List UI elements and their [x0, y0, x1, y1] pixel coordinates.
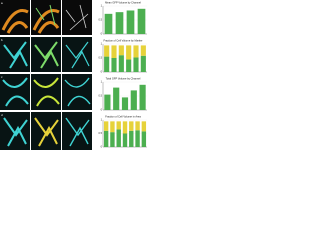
bar: [139, 84, 146, 110]
y-tick-label: 1: [101, 43, 103, 46]
bar-segment: [133, 45, 139, 58]
figure: a b c d Mean GFP Volume by Channel00.51F…: [0, 0, 147, 150]
bar-segment: [111, 45, 117, 58]
cell: [65, 41, 90, 69]
y-tick-label: 0.5: [99, 19, 103, 22]
cell: [34, 41, 59, 69]
bar-segment: [118, 55, 124, 72]
cell: [3, 41, 28, 69]
bar-segment: [103, 130, 109, 147]
chart-title: Total GFP Volume by Channel: [106, 77, 141, 81]
bar-segment: [122, 121, 128, 134]
bar: [130, 90, 137, 110]
bar-segment: [135, 121, 140, 131]
bar-segment: [135, 130, 140, 147]
image: [62, 0, 92, 35]
cell: [3, 117, 28, 147]
bar-segment: [126, 59, 132, 72]
bar-segment: [140, 55, 146, 72]
bar-segment: [126, 45, 132, 60]
y-tick-label: 0.5: [99, 132, 103, 135]
bar-segment: [141, 131, 147, 147]
bar: [126, 10, 135, 34]
bar: [104, 13, 113, 34]
y-tick-label: 1: [101, 119, 103, 122]
bar: [115, 12, 124, 34]
cell: [64, 77, 91, 107]
cell: [35, 4, 56, 26]
bar: [137, 8, 146, 35]
panel-label: b: [1, 38, 3, 42]
bar-segment: [118, 45, 124, 56]
chart-title: Fraction of Cell Volume by Marker: [103, 39, 142, 43]
bar-segment: [122, 133, 128, 147]
y-tick-label: 0.5: [99, 95, 103, 98]
bar-segment: [129, 130, 134, 147]
cell: [33, 77, 60, 107]
y-tick-label: 0.5: [99, 57, 103, 60]
cell: [65, 117, 90, 147]
panel-label: d: [1, 113, 3, 117]
y-tick-label: 0: [101, 109, 103, 112]
panel-label: a: [1, 1, 3, 5]
bar: [104, 94, 111, 110]
bar-segment: [104, 45, 110, 57]
cell: [34, 117, 59, 147]
bar: [121, 97, 129, 110]
micrographs: [0, 0, 92, 150]
chart-title: Fraction of Cell Volume in Area: [105, 115, 141, 119]
bar-segment: [129, 121, 134, 131]
bar-segment: [104, 56, 110, 72]
panel-label: c: [1, 75, 3, 79]
bar: [113, 87, 120, 110]
bar-segment: [111, 58, 117, 72]
bar-segment: [110, 121, 115, 133]
y-tick-label: 1: [101, 81, 103, 84]
cell: [32, 9, 60, 34]
bar-segment: [133, 57, 139, 72]
cell: [1, 9, 29, 34]
y-tick-label: 0: [101, 71, 103, 74]
y-tick-label: 0: [101, 33, 103, 36]
y-tick-label: 1: [101, 5, 103, 8]
bar-segment: [140, 45, 146, 56]
cell: [65, 4, 89, 31]
y-tick-label: 0: [101, 146, 103, 149]
bar-segment: [116, 121, 121, 130]
bar-segment: [110, 132, 115, 147]
cell: [2, 77, 29, 107]
bar-segment: [103, 121, 109, 131]
bar-segment: [116, 129, 121, 147]
chart-title: Mean GFP Volume by Channel: [105, 1, 141, 5]
bar-segment: [141, 121, 147, 132]
